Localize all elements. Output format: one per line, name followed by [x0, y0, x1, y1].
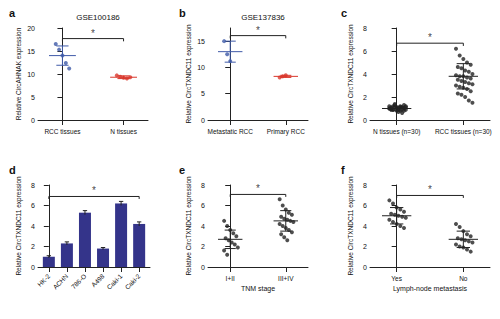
svg-text:GSE100186: GSE100186: [76, 13, 120, 22]
svg-text:0: 0: [31, 264, 35, 271]
svg-text:*: *: [256, 25, 260, 36]
svg-text:RCC tissues: RCC tissues: [44, 128, 81, 135]
svg-text:0: 0: [201, 264, 205, 271]
svg-text:786-O: 786-O: [70, 273, 88, 291]
svg-text:*: *: [428, 184, 432, 195]
svg-text:10: 10: [197, 64, 205, 71]
svg-text:Metastatic RCC: Metastatic RCC: [207, 128, 253, 135]
svg-text:*: *: [92, 185, 96, 196]
svg-text:Caki-1: Caki-1: [105, 272, 123, 290]
svg-text:Relative CircTXNDC11 expressio: Relative CircTXNDC11 expression: [15, 176, 23, 276]
svg-text:0: 0: [363, 264, 367, 271]
svg-text:2: 2: [201, 243, 205, 250]
svg-text:6: 6: [31, 202, 35, 209]
svg-text:d: d: [9, 164, 16, 176]
svg-text:15: 15: [27, 48, 35, 55]
svg-text:8: 8: [363, 182, 367, 189]
svg-text:c: c: [341, 7, 347, 19]
svg-text:N tissues (n=30): N tissues (n=30): [373, 128, 421, 136]
svg-text:No: No: [459, 275, 468, 282]
svg-text:b: b: [179, 7, 186, 19]
svg-text:20: 20: [27, 25, 35, 32]
svg-text:GSE137836: GSE137836: [241, 13, 285, 22]
svg-text:*: *: [91, 28, 95, 39]
svg-text:8: 8: [201, 182, 205, 189]
svg-text:III+IV: III+IV: [278, 275, 294, 282]
svg-text:f: f: [341, 164, 345, 176]
svg-text:2: 2: [31, 243, 35, 250]
svg-text:A498: A498: [90, 272, 106, 288]
svg-text:Caki-2: Caki-2: [123, 272, 141, 290]
svg-text:8: 8: [31, 182, 35, 189]
svg-text:8: 8: [363, 25, 367, 32]
svg-text:2: 2: [363, 243, 367, 250]
svg-text:2: 2: [363, 94, 367, 101]
svg-text:*: *: [428, 32, 432, 43]
svg-text:RCC tissues (n=30): RCC tissues (n=30): [435, 128, 492, 136]
svg-text:0: 0: [363, 117, 367, 124]
svg-text:ACHN: ACHN: [51, 272, 69, 290]
svg-text:4: 4: [363, 71, 367, 78]
svg-text:4: 4: [363, 223, 367, 230]
svg-text:Relative CircTXNDC11 expressio: Relative CircTXNDC11 expression: [185, 176, 193, 276]
svg-text:TNM stage: TNM stage: [241, 285, 275, 293]
svg-text:e: e: [179, 164, 185, 176]
svg-text:4: 4: [31, 223, 35, 230]
svg-text:*: *: [256, 183, 260, 194]
svg-text:Relative CircAHNAK expression: Relative CircAHNAK expression: [15, 27, 23, 120]
svg-text:Relative CircTXNDC11 expressio: Relative CircTXNDC11 expression: [347, 24, 355, 124]
svg-text:0: 0: [201, 117, 205, 124]
svg-text:5: 5: [201, 90, 205, 97]
svg-text:Lymph-node metastasis: Lymph-node metastasis: [393, 285, 468, 293]
svg-text:Relative CircTXNDC11 expressio: Relative CircTXNDC11 expression: [185, 24, 193, 124]
svg-text:Yes: Yes: [391, 275, 402, 282]
svg-text:15: 15: [197, 38, 205, 45]
svg-text:Primary RCC: Primary RCC: [267, 128, 306, 136]
svg-text:4: 4: [201, 223, 205, 230]
svg-text:6: 6: [201, 202, 205, 209]
svg-text:a: a: [9, 7, 16, 19]
svg-text:I+II: I+II: [226, 275, 235, 282]
svg-text:10: 10: [27, 71, 35, 78]
svg-text:6: 6: [363, 48, 367, 55]
svg-text:0: 0: [31, 117, 35, 124]
svg-text:N tissues: N tissues: [110, 128, 137, 135]
svg-text:HK-2: HK-2: [36, 272, 52, 288]
svg-text:5: 5: [31, 94, 35, 101]
svg-text:6: 6: [363, 202, 367, 209]
svg-text:Relative CircTXNDC11 expressio: Relative CircTXNDC11 expression: [347, 176, 355, 276]
